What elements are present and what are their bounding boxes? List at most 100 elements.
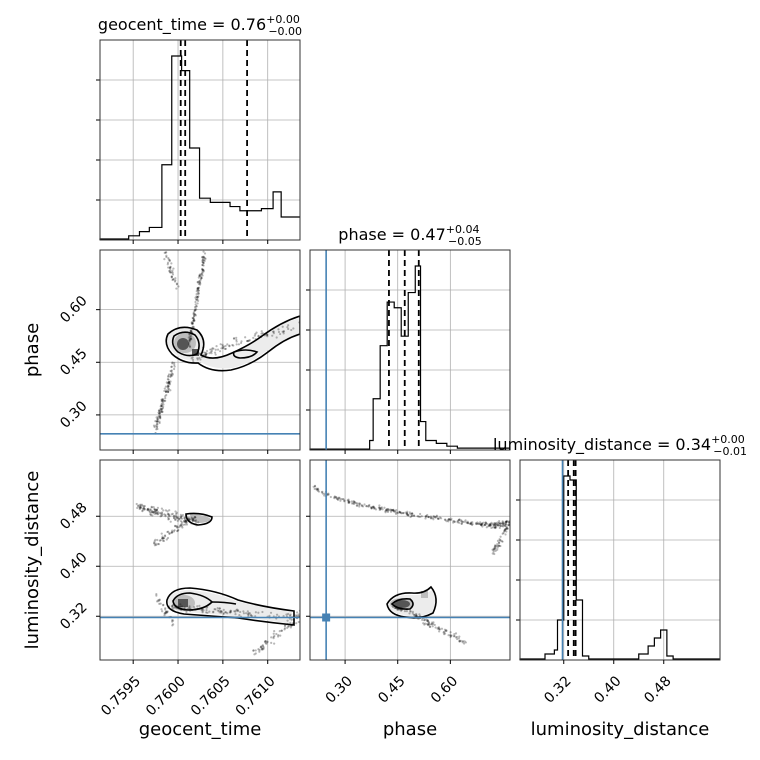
x-tick-label-geocent_time: 0.7610 bbox=[233, 673, 279, 719]
scatter-point bbox=[435, 515, 438, 518]
scatter-point bbox=[272, 637, 275, 640]
scatter-point bbox=[162, 537, 166, 540]
scatter-point bbox=[247, 339, 250, 343]
scatter-point bbox=[352, 502, 355, 505]
scatter-point bbox=[504, 520, 507, 524]
scatter-point bbox=[139, 504, 142, 507]
scatter-point bbox=[169, 520, 172, 523]
scatter-point bbox=[196, 357, 199, 360]
x-tick-label-geocent_time: 0.7595 bbox=[98, 673, 144, 719]
scatter-point bbox=[191, 518, 194, 521]
scatter-point bbox=[196, 288, 199, 291]
scatter-point bbox=[170, 369, 173, 372]
scatter-point bbox=[168, 382, 171, 385]
scatter-point bbox=[445, 629, 448, 632]
scatter-point bbox=[140, 503, 144, 506]
panel-title-plus: +0.00 bbox=[266, 13, 300, 26]
scatter-point bbox=[379, 506, 382, 509]
scatter-point bbox=[313, 485, 317, 488]
scatter-point bbox=[189, 518, 192, 521]
scatter-point bbox=[156, 423, 159, 426]
scatter-point bbox=[467, 521, 470, 525]
scatter-point bbox=[216, 606, 219, 610]
scatter-point bbox=[171, 362, 174, 365]
scatter-point bbox=[190, 321, 193, 324]
scatter-point bbox=[392, 508, 395, 511]
scatter-point bbox=[169, 389, 172, 392]
scatter-point bbox=[408, 511, 411, 514]
scatter-point bbox=[160, 398, 163, 401]
scatter-point bbox=[164, 251, 167, 254]
scatter-point bbox=[246, 610, 249, 613]
scatter-point bbox=[506, 520, 509, 523]
scatter-point bbox=[498, 539, 502, 542]
scatter-point bbox=[183, 519, 186, 522]
scatter-point bbox=[209, 348, 212, 351]
scatter-point bbox=[184, 521, 187, 524]
scatter-point bbox=[297, 613, 300, 616]
scatter-point bbox=[173, 363, 176, 366]
scatter-point bbox=[155, 426, 159, 429]
scatter-point bbox=[208, 610, 211, 613]
scatter-point bbox=[242, 612, 246, 615]
scatter-point bbox=[153, 507, 156, 510]
scatter-point bbox=[177, 285, 180, 288]
scatter-point bbox=[175, 287, 178, 290]
scatter-point bbox=[352, 502, 356, 506]
scatter-point bbox=[177, 517, 181, 520]
scatter-point bbox=[335, 497, 338, 500]
scatter-point bbox=[482, 521, 485, 524]
scatter-point bbox=[174, 518, 177, 521]
scatter-point bbox=[204, 353, 207, 356]
scatter-point bbox=[198, 604, 201, 607]
scatter-point bbox=[409, 515, 412, 519]
scatter-point bbox=[438, 516, 442, 519]
scatter-point bbox=[168, 383, 172, 386]
scatter-point bbox=[435, 514, 439, 517]
scatter-point bbox=[347, 501, 350, 504]
scatter-point bbox=[201, 269, 204, 272]
scatter-point bbox=[282, 330, 286, 333]
scatter-point bbox=[279, 332, 282, 336]
scatter-point bbox=[379, 508, 382, 511]
scatter-point bbox=[151, 511, 154, 514]
scatter-point bbox=[212, 610, 215, 613]
scatter-point bbox=[161, 398, 165, 401]
scatter-point bbox=[278, 630, 281, 633]
scatter-point bbox=[164, 385, 168, 388]
scatter-point bbox=[148, 511, 152, 514]
scatter-point bbox=[166, 382, 169, 385]
scatter-point bbox=[427, 621, 431, 625]
scatter-point bbox=[270, 641, 273, 644]
scatter-point bbox=[249, 613, 252, 617]
scatter-point bbox=[390, 509, 394, 512]
scatter-point bbox=[259, 645, 263, 649]
scatter-point bbox=[201, 274, 204, 277]
panel-title-geocent_time: geocent_time = 0.76+0.00 −0.00 bbox=[98, 13, 302, 38]
scatter-point bbox=[454, 632, 458, 635]
scatter-point bbox=[286, 326, 289, 329]
scatter-point bbox=[204, 353, 207, 356]
scatter-point bbox=[195, 305, 198, 308]
scatter-point bbox=[175, 512, 178, 515]
scatter-point bbox=[152, 510, 155, 513]
scatter-point bbox=[283, 624, 287, 628]
scatter-point bbox=[443, 632, 447, 635]
scatter-point bbox=[195, 308, 198, 311]
panel-title-luminosity_distance: luminosity_distance = 0.34+0.00 −0.01 bbox=[493, 433, 747, 458]
scatter-point bbox=[498, 521, 501, 524]
scatter-point bbox=[418, 515, 422, 518]
scatter-point bbox=[426, 622, 429, 626]
scatter-point bbox=[205, 608, 208, 612]
scatter-point bbox=[257, 334, 260, 337]
scatter-point bbox=[329, 495, 332, 499]
scatter-point bbox=[372, 505, 375, 508]
scatter-point bbox=[168, 515, 171, 518]
scatter-point bbox=[176, 517, 179, 520]
scatter-point bbox=[458, 518, 461, 521]
contour-inner bbox=[211, 601, 237, 605]
scatter-point bbox=[430, 622, 434, 626]
scatter-point bbox=[155, 508, 159, 512]
x-tick-label-phase: 0.45 bbox=[375, 673, 408, 706]
scatter-point bbox=[200, 608, 203, 612]
